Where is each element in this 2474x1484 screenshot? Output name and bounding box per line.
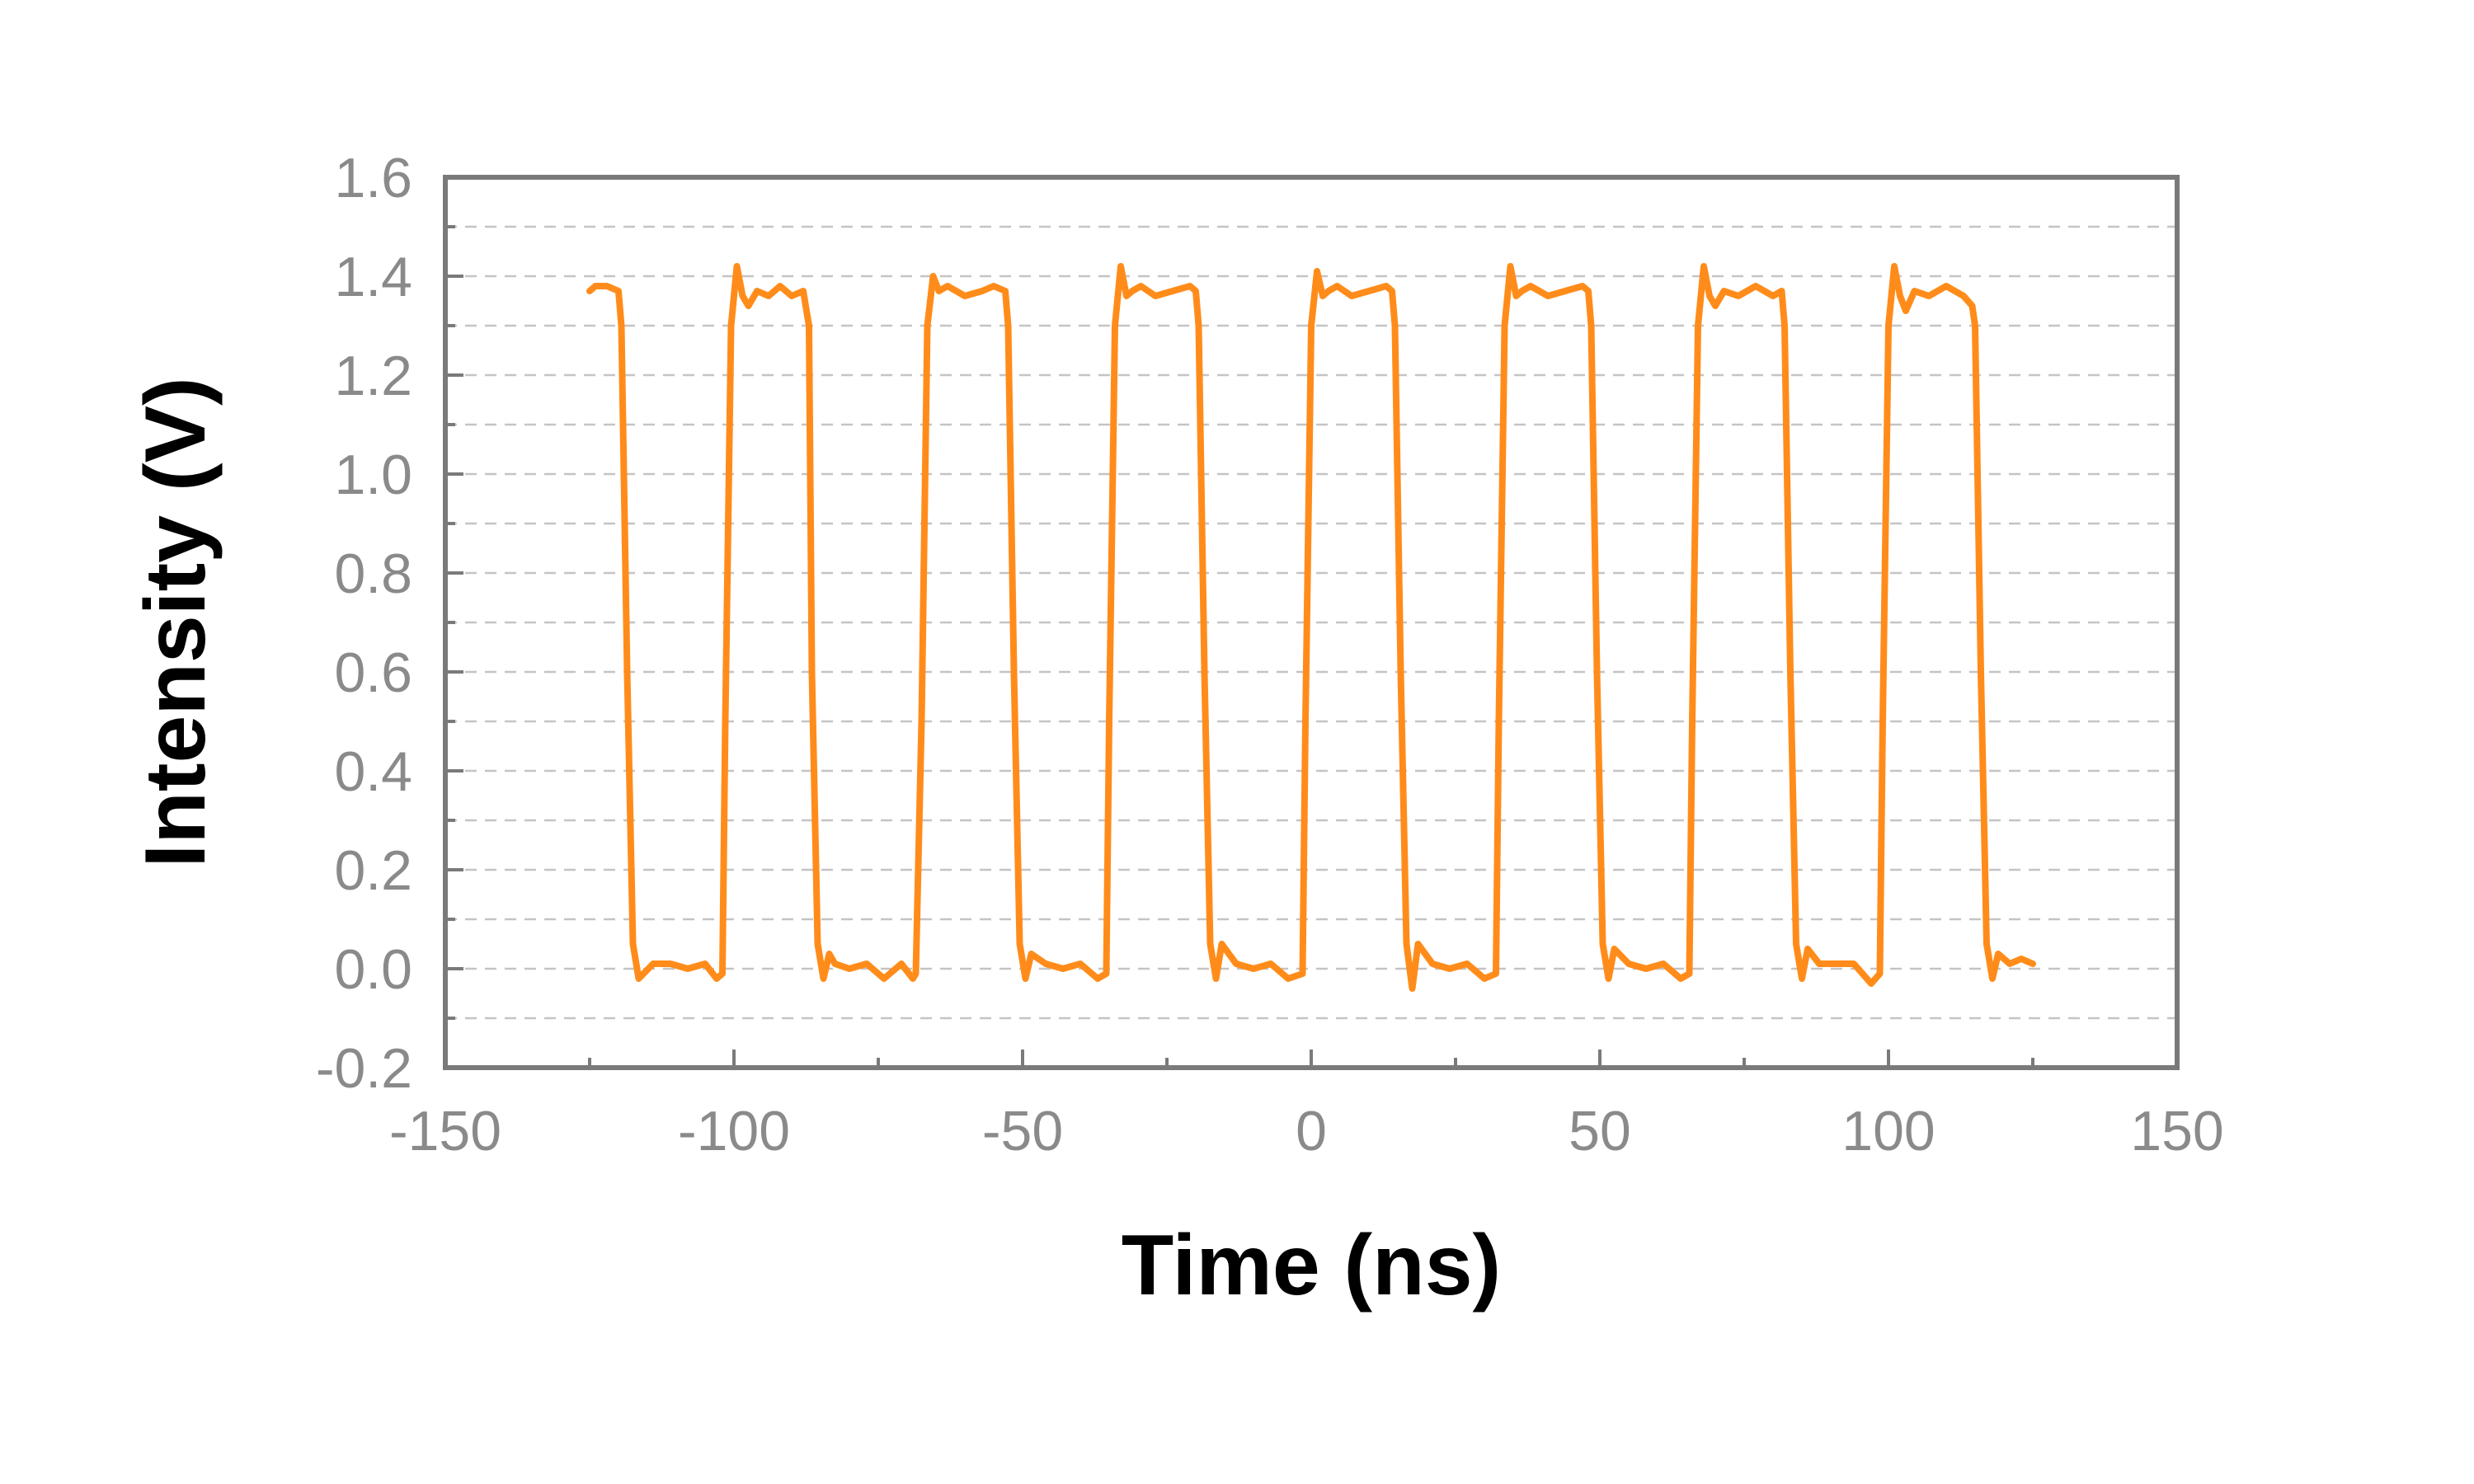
y-tick-label: 1.4 (334, 246, 412, 308)
x-tick-label: 100 (1841, 1100, 1935, 1162)
y-tick-label: 1.0 (334, 444, 412, 506)
tick-labels: -0.2 0.0 0.2 0.4 0.6 0.8 1.0 1.2 1.4 1.6 -150 -100 -… (316, 147, 2224, 1162)
x-axis-title: Time (ns) (1122, 1218, 1501, 1313)
series-line (586, 263, 2036, 992)
y-tick-label: 0.6 (334, 641, 412, 704)
y-tick-label: 1.6 (334, 147, 412, 209)
plot-frame (443, 175, 2180, 1070)
y-tick-label: 0.0 (334, 938, 412, 1001)
y-tick-label: 0.8 (334, 542, 412, 605)
y-tick-label: 1.2 (334, 345, 412, 407)
y-tick-label: 0.2 (334, 839, 412, 902)
x-tick-label: 50 (1569, 1100, 1631, 1162)
y-tick-label: 0.4 (334, 740, 412, 803)
x-tick-label: 150 (2130, 1100, 2223, 1162)
y-tick-label: -0.2 (316, 1037, 412, 1100)
x-tick-label: 0 (1296, 1100, 1327, 1162)
y-axis-title: Intensity (V) (128, 377, 223, 867)
x-tick-label: -150 (389, 1100, 501, 1162)
x-tick-label: -50 (982, 1100, 1063, 1162)
series-layer (586, 263, 2036, 992)
x-tick-label: -100 (678, 1100, 790, 1162)
